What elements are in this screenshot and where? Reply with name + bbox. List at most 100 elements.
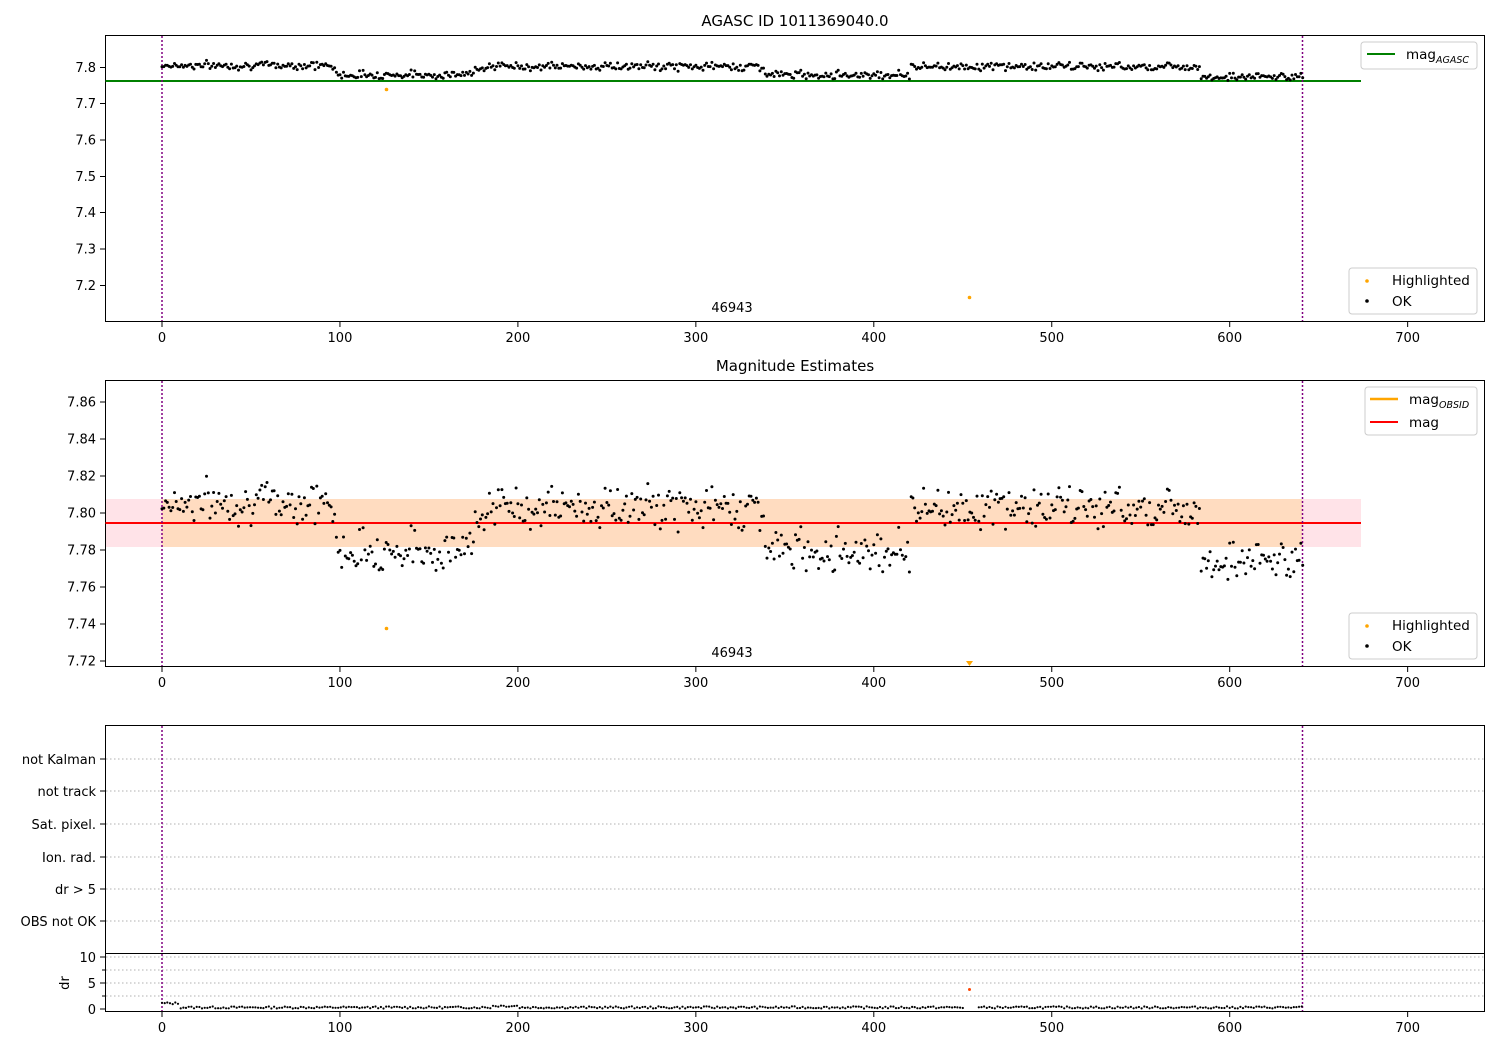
dr-point	[588, 1005, 591, 1008]
dr-point	[475, 1007, 479, 1010]
ok-point	[584, 64, 587, 68]
dr-point	[238, 1005, 241, 1009]
ok-point	[213, 511, 217, 515]
ok-point	[228, 517, 232, 521]
dr-point	[750, 1006, 754, 1009]
dr-point	[217, 1007, 220, 1010]
ok-point	[210, 504, 214, 508]
ok-point	[516, 64, 520, 68]
ok-point	[911, 63, 915, 67]
ok-point	[1107, 504, 1111, 507]
ok-point	[1021, 506, 1025, 510]
dr-point	[502, 1004, 505, 1007]
dr-point	[507, 1005, 511, 1008]
ok-point	[1274, 78, 1278, 81]
ok-point	[1208, 550, 1212, 554]
dr-point	[983, 1005, 986, 1008]
ok-point	[1230, 564, 1233, 568]
ok-point	[1228, 541, 1232, 545]
ok-point	[425, 549, 429, 553]
ok-point	[680, 496, 684, 500]
dr-point	[726, 1007, 730, 1010]
ok-point	[466, 545, 470, 549]
ok-point	[171, 64, 175, 68]
ok-point	[735, 65, 739, 69]
dr-point	[483, 1006, 487, 1009]
dr-point	[1217, 1006, 1221, 1009]
dr-point	[766, 1006, 770, 1010]
y-tick-label: 7.6	[75, 134, 96, 149]
ok-point	[838, 554, 842, 558]
ok-point	[913, 65, 917, 68]
ok-point	[1301, 563, 1305, 567]
ok-point	[1032, 61, 1036, 65]
ok-point	[972, 515, 975, 519]
dr-point	[892, 1005, 895, 1008]
ok-point	[381, 77, 385, 80]
ok-point	[1094, 504, 1098, 508]
ok-point	[1096, 69, 1100, 73]
ok-point	[1176, 502, 1180, 506]
ok-point	[454, 555, 458, 559]
ok-point	[635, 495, 639, 499]
ok-point	[269, 498, 272, 502]
ok-point	[888, 76, 892, 80]
ok-point	[213, 66, 217, 69]
dr-point	[449, 1005, 452, 1009]
ok-point	[827, 75, 831, 79]
ok-point	[868, 76, 872, 80]
ok-point	[338, 548, 342, 552]
x-tick-label: 200	[505, 1021, 530, 1036]
ok-point	[308, 503, 312, 507]
ok-point	[212, 491, 216, 494]
ok-point	[722, 495, 726, 498]
dr-point	[198, 1005, 201, 1009]
ok-point	[936, 488, 940, 492]
dr-point	[806, 1006, 810, 1009]
ok-point	[183, 500, 187, 504]
ok-point	[715, 503, 719, 507]
ok-point	[694, 63, 698, 67]
ok-point	[1253, 76, 1257, 80]
highlighted-point	[966, 661, 973, 666]
dr-point	[246, 1006, 249, 1009]
ok-point	[605, 501, 609, 504]
ok-point	[1272, 553, 1276, 557]
ok-point	[393, 555, 397, 559]
dr-point	[1266, 1006, 1269, 1009]
ok-point	[963, 67, 967, 71]
dr-point	[1100, 1007, 1103, 1010]
dr-point	[737, 1005, 740, 1009]
dr-point	[534, 1006, 537, 1009]
ok-point	[249, 524, 253, 528]
flag-gridlines	[106, 758, 1484, 922]
ok-point	[801, 74, 805, 78]
dr-point	[1212, 1006, 1215, 1009]
ok-point	[616, 61, 620, 65]
ok-point	[1030, 521, 1034, 525]
y-tick-label: 7.7	[75, 97, 96, 112]
dr-point	[900, 1005, 903, 1008]
ok-point	[493, 522, 497, 526]
ok-point	[907, 77, 911, 81]
ok-point	[342, 535, 345, 539]
dr-point	[241, 1005, 244, 1008]
ok-point	[886, 547, 890, 551]
ok-point	[512, 515, 516, 518]
ok-point	[235, 504, 239, 508]
dr-point	[174, 1001, 177, 1004]
ok-point	[480, 513, 484, 517]
ok-point	[850, 554, 854, 558]
dr-point	[459, 1006, 463, 1009]
ok-point	[1199, 77, 1203, 81]
ok-point	[1269, 559, 1273, 563]
ok-point	[662, 503, 666, 507]
ok-point	[904, 74, 908, 78]
dr-point	[932, 1005, 935, 1008]
ok-point	[445, 70, 449, 74]
ok-point	[863, 538, 867, 542]
dr-point	[1001, 1006, 1004, 1010]
ok-point	[644, 63, 648, 67]
dr-point	[347, 1005, 350, 1008]
dr-point	[318, 1006, 321, 1009]
